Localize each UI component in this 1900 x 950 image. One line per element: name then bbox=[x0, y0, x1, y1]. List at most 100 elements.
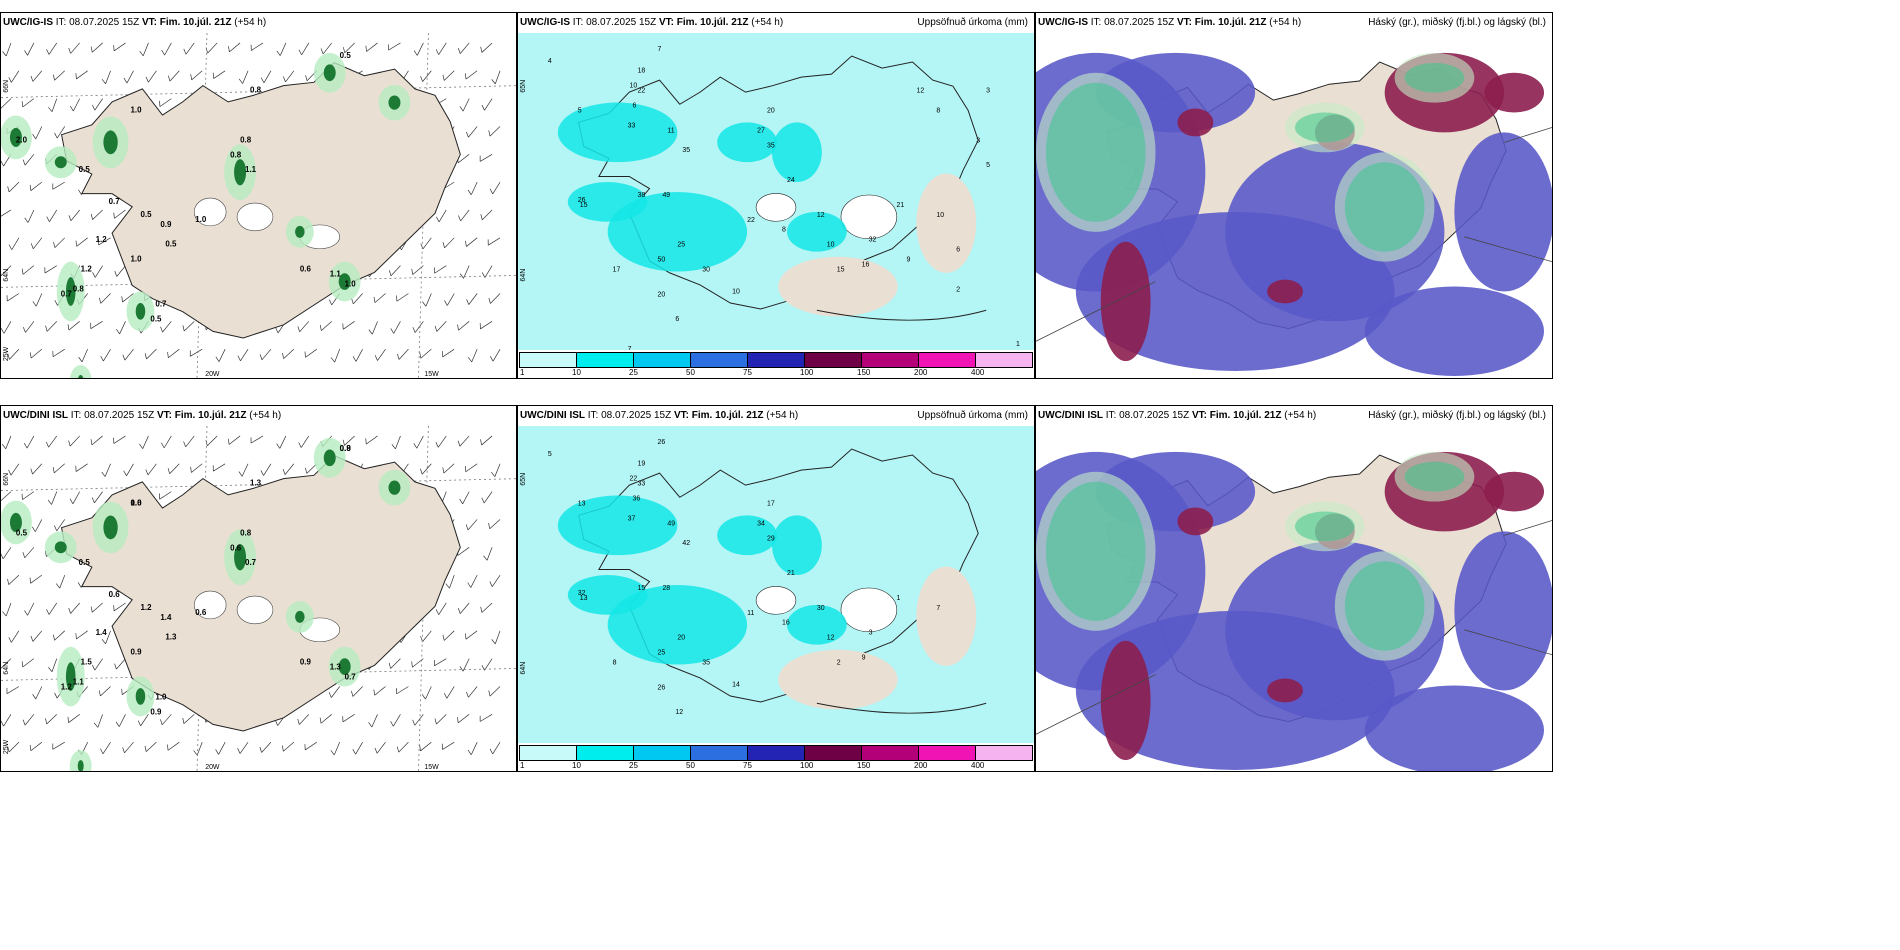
wind-barb bbox=[442, 463, 455, 474]
barb-staff bbox=[283, 741, 295, 752]
barb-staff bbox=[1, 265, 12, 276]
panel-title: UWC/IG-IS IT: 08.07.2025 15Z VT: Fim. 10… bbox=[1036, 13, 1552, 33]
barb-flag bbox=[491, 79, 496, 85]
wind-barb bbox=[1, 209, 12, 218]
barb-staff bbox=[3, 321, 12, 334]
barb-flag bbox=[205, 440, 208, 446]
precip-value-label: 1.2 bbox=[96, 235, 108, 244]
barb-flag bbox=[183, 48, 187, 55]
map-plot: 4 7 5 10 6 18 22 33 11 35 26 38 49 25 50 30 20 10 6 17 15 22 2… bbox=[518, 33, 1034, 350]
precip-value-label: 17 bbox=[613, 267, 621, 274]
wind-barb bbox=[465, 237, 478, 247]
precip-value-label: 9 bbox=[906, 257, 910, 264]
wind-barb bbox=[365, 435, 378, 445]
precip-blob-dense bbox=[338, 658, 351, 675]
panel-title: UWC/DINI ISL IT: 08.07.2025 15Z VT: Fim.… bbox=[518, 406, 1034, 426]
barb-flag bbox=[442, 242, 445, 248]
precip-value-label: 1.0 bbox=[130, 255, 142, 264]
barb-staff bbox=[320, 714, 332, 724]
precip-blob bbox=[786, 211, 847, 252]
barb-staff bbox=[371, 321, 378, 335]
precip-value-label: 0.7 bbox=[155, 299, 167, 308]
barb-staff bbox=[164, 42, 172, 56]
wind-barb bbox=[29, 741, 43, 752]
wind-barb bbox=[491, 463, 501, 477]
colorbar-segment bbox=[747, 352, 805, 368]
wind-barb bbox=[480, 435, 493, 446]
barb-staff bbox=[56, 519, 66, 532]
precip-blob-dense bbox=[54, 541, 67, 554]
precip-value-label: 0.5 bbox=[340, 51, 352, 60]
barb-flag bbox=[52, 467, 55, 473]
barb-staff bbox=[27, 602, 35, 616]
precip-value-label: 1.4 bbox=[160, 613, 172, 622]
wind-barb bbox=[468, 349, 478, 363]
wind-barb bbox=[458, 209, 470, 222]
barb-staff bbox=[213, 463, 226, 472]
mid-cloud bbox=[1100, 640, 1151, 761]
wind-barb bbox=[1, 714, 12, 727]
wind-barb bbox=[481, 98, 493, 111]
precip-value-label: 1.2 bbox=[140, 603, 152, 612]
precip-value-label: 17 bbox=[767, 501, 775, 508]
barb-flag bbox=[44, 550, 47, 557]
barb-flag bbox=[483, 555, 488, 561]
wind-barb bbox=[396, 741, 409, 753]
barb-staff bbox=[30, 741, 43, 752]
latitude-label: 25W bbox=[3, 739, 10, 754]
wind-barb bbox=[434, 265, 447, 274]
precip-value-label: 20 bbox=[767, 108, 775, 115]
wind-barb bbox=[8, 237, 20, 250]
barb-staff bbox=[169, 463, 180, 475]
wind-barb bbox=[92, 98, 103, 111]
barb-flag bbox=[78, 189, 82, 195]
barb-staff bbox=[8, 181, 20, 193]
wind-barb bbox=[388, 658, 401, 669]
precip-value-label: 0.7 bbox=[61, 289, 73, 298]
barb-flag bbox=[52, 183, 54, 190]
barb-flag bbox=[24, 610, 28, 616]
barb-flag bbox=[69, 105, 74, 112]
barb-flag bbox=[388, 44, 389, 51]
barb-flag bbox=[161, 49, 165, 56]
barb-flag bbox=[1, 720, 4, 727]
high-cloud bbox=[1045, 82, 1146, 222]
wind-barb bbox=[459, 98, 470, 112]
barb-staff bbox=[54, 70, 65, 81]
wind-barb bbox=[90, 602, 103, 613]
wind-barb bbox=[114, 658, 126, 670]
precip-value-label: 38 bbox=[638, 192, 646, 199]
barb-staff bbox=[183, 321, 195, 332]
barb-flag bbox=[479, 715, 481, 722]
barb-staff bbox=[94, 658, 103, 671]
barb-staff bbox=[24, 714, 35, 726]
barb-flag bbox=[237, 748, 241, 754]
panel-clouds-dini: UWC/DINI ISL IT: 08.07.2025 15Z VT: Fim.… bbox=[1035, 405, 1553, 772]
barb-staff bbox=[465, 630, 478, 640]
precip-value-label: 22 bbox=[747, 217, 755, 224]
barb-staff bbox=[342, 714, 355, 723]
precip-value-label: 1 bbox=[897, 595, 901, 602]
barb-staff bbox=[301, 42, 310, 56]
barb-flag bbox=[22, 719, 26, 726]
precip-value-label: 6 bbox=[956, 247, 960, 254]
wind-barb bbox=[420, 463, 432, 475]
precip-value-label: 12 bbox=[827, 635, 835, 642]
barb-staff bbox=[395, 435, 401, 450]
wind-barb bbox=[304, 348, 317, 358]
wind-barb bbox=[481, 491, 493, 504]
barb-flag bbox=[8, 469, 12, 476]
barb-staff bbox=[481, 602, 493, 613]
precip-value-label: 13 bbox=[578, 501, 586, 508]
barb-staff bbox=[443, 70, 455, 81]
barb-flag bbox=[330, 750, 335, 756]
latitude-label: 64N bbox=[520, 662, 527, 675]
barb-flag bbox=[30, 635, 34, 642]
barb-staff bbox=[462, 491, 470, 505]
barb-staff bbox=[30, 574, 43, 584]
precip-value-label: 5 bbox=[986, 162, 990, 169]
barb-staff bbox=[100, 293, 111, 304]
barb-flag bbox=[116, 328, 120, 335]
barb-flag bbox=[250, 44, 252, 51]
